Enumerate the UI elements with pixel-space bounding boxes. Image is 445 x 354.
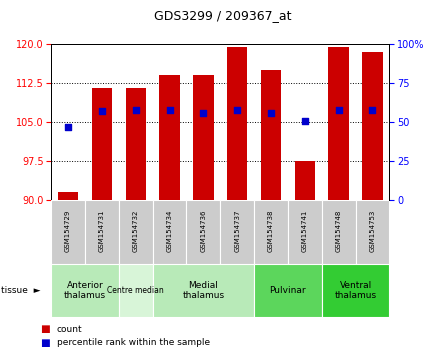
Bar bbox=[193, 75, 214, 200]
Bar bbox=[328, 47, 349, 200]
Bar bbox=[92, 88, 112, 200]
Text: GSM154753: GSM154753 bbox=[369, 210, 376, 252]
Point bbox=[65, 124, 72, 130]
Text: GSM154737: GSM154737 bbox=[234, 209, 240, 252]
Text: GSM154729: GSM154729 bbox=[65, 210, 71, 252]
Bar bbox=[254, 264, 322, 317]
Bar bbox=[186, 200, 220, 264]
Text: Anterior
thalamus: Anterior thalamus bbox=[64, 281, 106, 300]
Text: GSM154738: GSM154738 bbox=[268, 209, 274, 252]
Bar bbox=[295, 161, 315, 200]
Bar bbox=[159, 75, 180, 200]
Text: Medial
thalamus: Medial thalamus bbox=[182, 281, 224, 300]
Text: percentile rank within the sample: percentile rank within the sample bbox=[57, 338, 210, 347]
Point bbox=[301, 119, 308, 124]
Bar bbox=[254, 200, 288, 264]
Text: ■: ■ bbox=[40, 324, 50, 334]
Text: GSM154741: GSM154741 bbox=[302, 210, 308, 252]
Text: count: count bbox=[57, 325, 83, 334]
Bar bbox=[153, 200, 186, 264]
Bar bbox=[227, 47, 247, 200]
Bar bbox=[362, 52, 383, 200]
Point bbox=[200, 110, 207, 116]
Text: Ventral
thalamus: Ventral thalamus bbox=[335, 281, 376, 300]
Bar bbox=[288, 200, 322, 264]
Text: ■: ■ bbox=[40, 338, 50, 348]
Text: GSM154736: GSM154736 bbox=[200, 209, 206, 252]
Point bbox=[335, 108, 342, 113]
Bar bbox=[322, 264, 389, 317]
Point bbox=[132, 108, 139, 113]
Text: Centre median: Centre median bbox=[107, 286, 164, 295]
Bar bbox=[322, 200, 356, 264]
Text: GSM154731: GSM154731 bbox=[99, 209, 105, 252]
Point bbox=[267, 110, 275, 116]
Bar bbox=[51, 264, 119, 317]
Text: tissue  ►: tissue ► bbox=[1, 286, 40, 295]
Point bbox=[234, 108, 241, 113]
Text: Pulvinar: Pulvinar bbox=[270, 286, 306, 295]
Bar bbox=[220, 200, 254, 264]
Point bbox=[166, 108, 173, 113]
Text: GSM154748: GSM154748 bbox=[336, 210, 342, 252]
Text: GSM154734: GSM154734 bbox=[166, 210, 173, 252]
Text: GDS3299 / 209367_at: GDS3299 / 209367_at bbox=[154, 10, 291, 22]
Bar bbox=[125, 88, 146, 200]
Bar bbox=[356, 200, 389, 264]
Bar bbox=[261, 70, 281, 200]
Text: GSM154732: GSM154732 bbox=[133, 210, 139, 252]
Bar bbox=[85, 200, 119, 264]
Point bbox=[369, 108, 376, 113]
Bar bbox=[119, 200, 153, 264]
Bar bbox=[119, 264, 153, 317]
Bar bbox=[58, 192, 78, 200]
Bar bbox=[153, 264, 254, 317]
Point bbox=[98, 108, 105, 114]
Bar bbox=[51, 200, 85, 264]
